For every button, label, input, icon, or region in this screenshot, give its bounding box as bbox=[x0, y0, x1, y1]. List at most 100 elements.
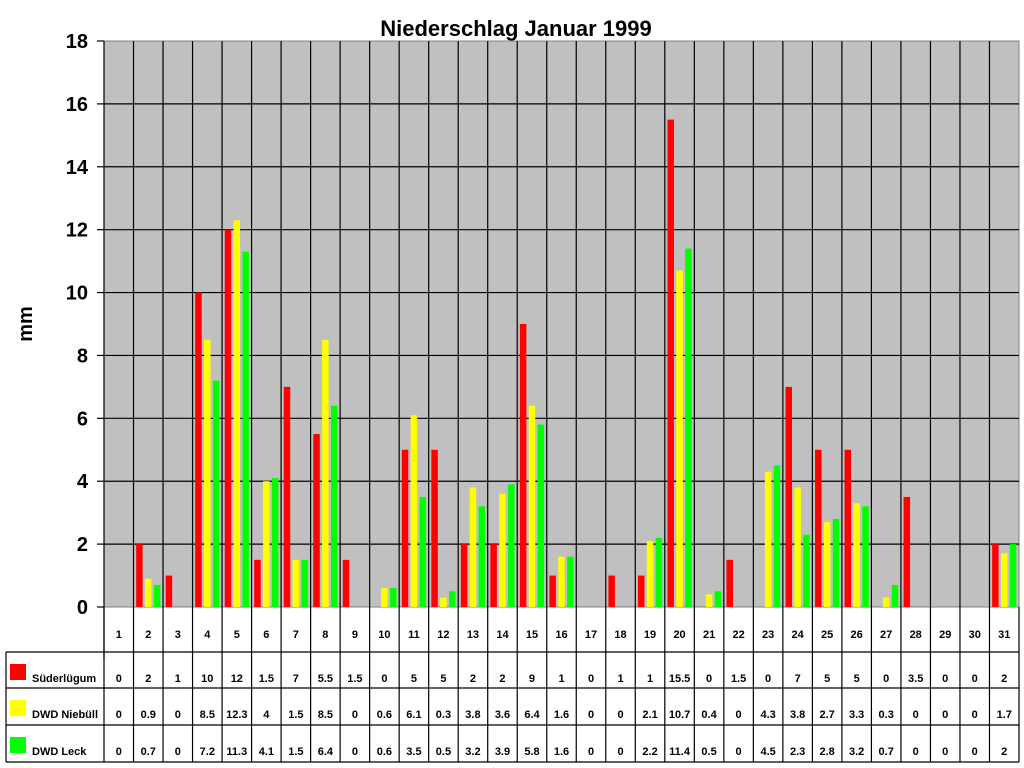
legend-swatch bbox=[10, 700, 26, 716]
table-header-day: 23 bbox=[762, 629, 774, 641]
table-header-day: 28 bbox=[910, 629, 922, 641]
table-header-day: 10 bbox=[378, 629, 390, 641]
table-cell: 2 bbox=[1001, 746, 1007, 758]
bar bbox=[815, 449, 822, 607]
bar bbox=[145, 578, 152, 607]
table-cell: 0 bbox=[352, 746, 358, 758]
table-header-day: 22 bbox=[732, 629, 744, 641]
table-cell: 1.5 bbox=[288, 746, 303, 758]
table-cell: 6.4 bbox=[318, 746, 334, 758]
y-tick-label: 6 bbox=[77, 408, 88, 430]
table-cell: 2.7 bbox=[819, 709, 834, 721]
table-cell: 0 bbox=[736, 709, 742, 721]
table-cell: 0.6 bbox=[377, 709, 392, 721]
table-cell: 0.7 bbox=[141, 746, 156, 758]
bar bbox=[233, 220, 241, 607]
table-header-day: 15 bbox=[526, 629, 538, 641]
table-cell: 12 bbox=[231, 673, 243, 685]
plot-background bbox=[103, 40, 1020, 608]
y-tick-label: 4 bbox=[77, 471, 89, 493]
table-header-day: 25 bbox=[821, 629, 833, 641]
table-cell: 12.3 bbox=[226, 709, 247, 721]
y-tick-label: 16 bbox=[66, 94, 88, 116]
table-cell: 2 bbox=[1001, 673, 1007, 685]
bar bbox=[558, 556, 565, 607]
table-cell: 0 bbox=[942, 746, 948, 758]
bar bbox=[419, 496, 427, 607]
bar bbox=[832, 518, 840, 607]
bar bbox=[685, 248, 692, 608]
table-header-day: 18 bbox=[614, 629, 626, 641]
table-cell: 0 bbox=[116, 673, 122, 685]
table-cell: 1.5 bbox=[347, 673, 362, 685]
table-cell: 1.5 bbox=[731, 673, 746, 685]
table-cell: 1.5 bbox=[288, 709, 303, 721]
bar bbox=[882, 597, 890, 607]
table-cell: 10 bbox=[201, 673, 213, 685]
y-tick-label: 2 bbox=[77, 534, 88, 556]
table-cell: 0 bbox=[352, 709, 358, 721]
table-cell: 0 bbox=[617, 746, 623, 758]
table-cell: 0 bbox=[942, 673, 948, 685]
table-cell: 4.3 bbox=[760, 709, 775, 721]
bar bbox=[823, 522, 831, 607]
table-header-day: 2 bbox=[145, 629, 151, 641]
table-cell: 0 bbox=[883, 673, 889, 685]
table-cell: 2.1 bbox=[642, 709, 657, 721]
table-header-day: 7 bbox=[293, 629, 299, 641]
bar bbox=[646, 540, 654, 607]
bar bbox=[785, 386, 793, 607]
table-header-day: 21 bbox=[703, 629, 715, 641]
table-cell: 7 bbox=[293, 673, 299, 685]
table-cell: 11.3 bbox=[226, 746, 247, 758]
bar bbox=[499, 493, 506, 607]
table-header-day: 30 bbox=[969, 629, 981, 641]
bar bbox=[714, 591, 722, 607]
legend-label: Süderlügum bbox=[32, 673, 96, 685]
table-header-day: 13 bbox=[467, 629, 479, 641]
table-header-day: 4 bbox=[204, 629, 211, 641]
table-cell: 7 bbox=[795, 673, 801, 685]
table-header-day: 27 bbox=[880, 629, 892, 641]
bar bbox=[165, 575, 173, 607]
data-table: 1 2 3 4 5 6 7 8 9 10 11 12 13 14 15 16 17 18 19 20 21 22 23 24 2… bbox=[5, 607, 1020, 763]
table-cell: 2 bbox=[470, 673, 476, 685]
bar bbox=[508, 484, 515, 607]
table-cell: 0.5 bbox=[436, 746, 451, 758]
y-tick-label: 0 bbox=[77, 597, 88, 619]
table-header-day: 20 bbox=[673, 629, 685, 641]
table-header-day: 12 bbox=[437, 629, 449, 641]
table-cell: 5.8 bbox=[524, 746, 539, 758]
y-tick-label: 18 bbox=[66, 31, 88, 53]
table-cell: 0 bbox=[588, 746, 594, 758]
table-header-day: 14 bbox=[496, 629, 509, 641]
table-cell: 0 bbox=[913, 746, 919, 758]
legend-swatch bbox=[10, 664, 26, 680]
bar bbox=[1000, 553, 1008, 607]
table-header-day: 16 bbox=[555, 629, 567, 641]
y-tick-label: 12 bbox=[66, 220, 88, 242]
y-tick-label: 14 bbox=[66, 157, 89, 179]
bar bbox=[431, 449, 438, 607]
bar bbox=[322, 339, 329, 607]
table-cell: 1.6 bbox=[554, 746, 569, 758]
bar bbox=[204, 339, 211, 607]
bar bbox=[794, 487, 801, 607]
bar bbox=[153, 584, 161, 607]
bar bbox=[992, 544, 999, 607]
table-cell: 0 bbox=[175, 709, 181, 721]
table-cell: 3.6 bbox=[495, 709, 510, 721]
bar bbox=[853, 503, 860, 607]
table-cell: 5 bbox=[824, 673, 830, 685]
bar bbox=[460, 544, 468, 607]
bar bbox=[292, 559, 300, 607]
table-cell: 0.7 bbox=[879, 746, 894, 758]
bar bbox=[549, 575, 556, 607]
table-cell: 6.1 bbox=[406, 709, 421, 721]
bar bbox=[726, 559, 733, 607]
table-cell: 0 bbox=[116, 746, 122, 758]
table-header-day: 26 bbox=[851, 629, 863, 641]
table-cell: 0 bbox=[736, 746, 742, 758]
table-header-day: 8 bbox=[322, 629, 328, 641]
